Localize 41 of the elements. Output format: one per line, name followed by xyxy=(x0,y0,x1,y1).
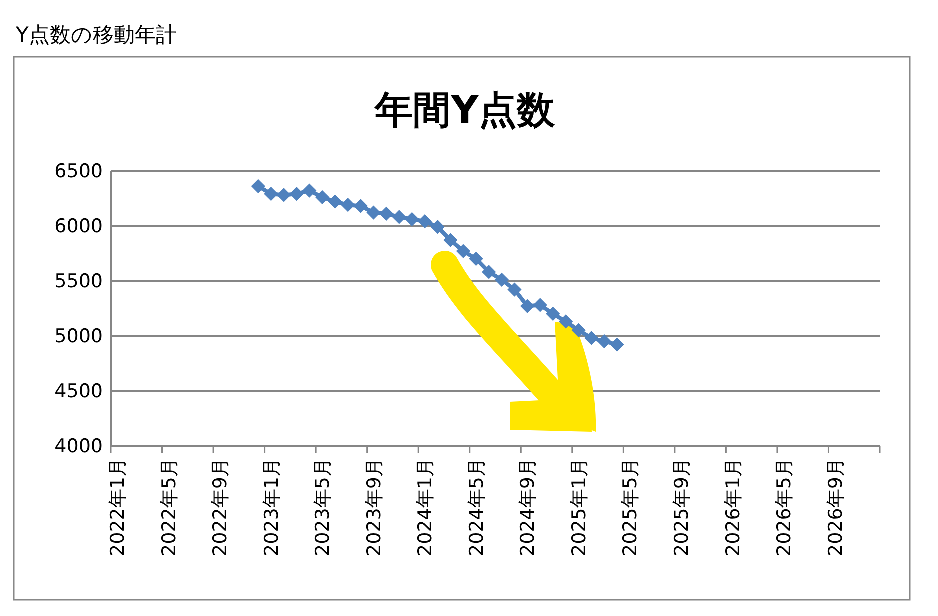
point xyxy=(418,214,432,229)
point xyxy=(597,334,612,349)
x-tick-label: 2026年1月 xyxy=(722,458,744,556)
x-tick-label: 2026年5月 xyxy=(774,458,796,556)
point xyxy=(405,212,420,226)
point xyxy=(558,314,574,329)
point xyxy=(546,306,560,322)
chart-title: 年間Y点数 xyxy=(374,88,556,132)
y-tick-label: 5000 xyxy=(54,326,103,348)
x-tick-label: 2024年5月 xyxy=(466,458,488,556)
point xyxy=(456,244,471,258)
x-tick-label: 2025年9月 xyxy=(670,458,693,556)
x-tick-label: 2022年5月 xyxy=(158,458,180,556)
x-tick-label: 2022年1月 xyxy=(107,458,130,556)
point xyxy=(315,190,330,204)
point xyxy=(584,331,599,346)
point xyxy=(482,265,496,280)
point xyxy=(392,210,406,224)
point xyxy=(469,252,484,266)
point xyxy=(494,272,509,287)
text: Y点数の移動年計 xyxy=(15,23,177,47)
y-tick-label: 4500 xyxy=(54,380,103,403)
point xyxy=(572,323,586,338)
x-tick-label: 2023年9月 xyxy=(363,458,386,556)
y-tick-label: 6500 xyxy=(54,160,103,183)
x-tick-label: 2025年1月 xyxy=(568,458,590,556)
point xyxy=(444,233,458,248)
x-tick-label: 2023年5月 xyxy=(312,458,334,556)
x-tick-label: 2024年9月 xyxy=(517,458,540,556)
point xyxy=(302,184,317,198)
y-tick-label: 4000 xyxy=(54,436,103,458)
x-tick-label: 2023年1月 xyxy=(260,458,283,556)
point xyxy=(508,282,522,297)
point xyxy=(328,194,342,209)
x-tick-label: 2025年5月 xyxy=(620,458,642,556)
point xyxy=(430,220,445,234)
x-tick-label: 2022年9月 xyxy=(210,458,232,556)
x-tick-label: 2024年1月 xyxy=(414,458,437,556)
x-tick-label: 2026年9月 xyxy=(824,458,847,556)
y-tick-label: 5500 xyxy=(54,270,103,293)
y-tick-label: 6000 xyxy=(54,216,103,238)
